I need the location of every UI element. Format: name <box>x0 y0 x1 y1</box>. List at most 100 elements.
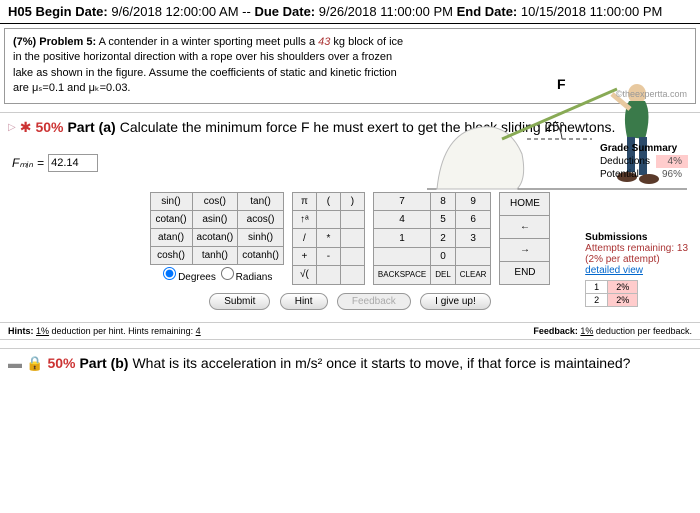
feedback-button[interactable]: Feedback <box>337 293 411 310</box>
star-icon: ✱ <box>20 119 32 136</box>
answer-row: Fₘᵢₙ = <box>12 154 688 172</box>
calc-btn[interactable]: cotanh() <box>238 246 284 264</box>
calc-btn[interactable]: 1 <box>373 229 430 247</box>
giveup-button[interactable]: I give up! <box>420 293 491 310</box>
calc-btn[interactable]: π <box>292 192 316 210</box>
calc-btn[interactable] <box>340 247 364 265</box>
calc-btn[interactable]: acotan() <box>192 228 238 246</box>
problem-mass: 43 <box>318 36 330 48</box>
calc-btn[interactable]: ( <box>316 192 340 210</box>
calc-btn[interactable] <box>455 247 491 265</box>
potential-val: 96% <box>656 168 688 181</box>
calc-btn[interactable]: / <box>292 229 316 247</box>
copyright-text: ©theexpertta.com <box>616 89 687 99</box>
calc-btn[interactable]: tan() <box>238 192 284 210</box>
answer-input[interactable] <box>48 154 98 172</box>
calc-btn[interactable]: ) <box>340 192 364 210</box>
calc-btn[interactable]: sinh() <box>238 228 284 246</box>
calc-btn[interactable]: cosh() <box>150 246 192 264</box>
calc-btn[interactable]: * <box>316 229 340 247</box>
calc-btn[interactable]: tanh() <box>192 246 238 264</box>
calc-btn[interactable]: ↑ᵃ <box>292 210 316 228</box>
table-row: 22% <box>586 293 638 306</box>
per-attempt: (2% per attempt) <box>585 254 688 265</box>
force-label-svg: F <box>557 76 566 92</box>
calc-btn[interactable]: sin() <box>150 192 192 210</box>
submit-button[interactable]: Submit <box>209 293 270 310</box>
problem-text-1: A contender in a winter sporting meet pu… <box>99 36 319 48</box>
begin-label: Begin Date: <box>35 4 107 19</box>
hints-pct: 1% <box>36 326 49 336</box>
calc-btn[interactable]: acos() <box>238 210 284 228</box>
submissions-title: Submissions <box>585 232 688 243</box>
deductions-val: 4% <box>656 155 688 168</box>
calc-btn[interactable]: 2 <box>431 229 456 247</box>
due-label: Due Date: <box>254 4 315 19</box>
minus-icon[interactable]: ▬ <box>8 355 22 371</box>
grade-title: Grade Summary <box>594 142 688 155</box>
calc-btn[interactable] <box>316 210 340 228</box>
calc-btn[interactable]: cos() <box>192 192 238 210</box>
feedback-text: deduction per feedback. <box>596 326 692 336</box>
calc-btn[interactable] <box>340 210 364 228</box>
calc-btn[interactable] <box>316 266 340 284</box>
calc-btn[interactable]: asin() <box>192 210 238 228</box>
answer-var: Fₘᵢₙ <box>12 156 33 170</box>
calc-btn[interactable]: CLEAR <box>455 266 491 284</box>
detailed-view-link[interactable]: detailed view <box>585 265 688 276</box>
calc-btn[interactable]: √( <box>292 266 316 284</box>
degrees-radio[interactable] <box>163 267 176 280</box>
function-pad: sin()cos()tan() cotan()asin()acos() atan… <box>150 192 284 265</box>
calc-btn[interactable]: → <box>500 238 550 261</box>
calc-btn[interactable] <box>373 247 430 265</box>
part-b-pct: 50% <box>47 355 75 371</box>
hints-label: Hints: <box>8 326 34 336</box>
deductions-label: Deductions <box>594 155 656 168</box>
attempts-remaining: Attempts remaining: 13 <box>585 243 688 254</box>
part-b-header: ▬ 🔒 50% Part (b) What is its acceleratio… <box>0 348 700 378</box>
feedback-pct: 1% <box>580 326 593 336</box>
radians-radio[interactable] <box>221 267 234 280</box>
calc-btn[interactable]: 7 <box>373 192 430 210</box>
part-b-prompt: What is its acceleration in m/s² once it… <box>132 355 630 371</box>
end-date: 10/15/2018 11:00:00 PM <box>521 4 662 19</box>
calc-btn[interactable]: 6 <box>455 210 491 228</box>
calc-btn[interactable]: 5 <box>431 210 456 228</box>
calc-btn[interactable]: 3 <box>455 229 491 247</box>
table-row: 12% <box>586 280 638 293</box>
begin-date: 9/6/2018 12:00:00 AM <box>111 4 238 19</box>
calc-btn[interactable]: 8 <box>431 192 456 210</box>
calc-btn[interactable]: cotan() <box>150 210 192 228</box>
hints-count: 4 <box>196 326 201 336</box>
calc-btn[interactable]: 9 <box>455 192 491 210</box>
calc-btn[interactable]: HOME <box>500 192 550 215</box>
calc-btn[interactable]: BACKSPACE <box>373 266 430 284</box>
grade-summary: Grade Summary Deductions4% Potential96% <box>594 142 688 181</box>
calc-btn[interactable]: 4 <box>373 210 430 228</box>
hint-button[interactable]: Hint <box>280 293 328 310</box>
problem-weight: (7%) <box>13 36 36 48</box>
part-a-label: Part (a) <box>67 119 115 135</box>
calc-btn[interactable]: 0 <box>431 247 456 265</box>
control-pad: HOME ← → END <box>499 192 550 285</box>
part-b-label: Part (b) <box>79 355 128 371</box>
problem-statement: (7%) Problem 5: A contender in a winter … <box>4 28 696 104</box>
assignment-header: H05 Begin Date: 9/6/2018 12:00:00 AM -- … <box>0 0 700 24</box>
calc-btn[interactable]: DEL <box>431 266 456 284</box>
lock-icon: 🔒 <box>26 355 43 372</box>
expand-icon[interactable]: ▷ <box>8 122 16 133</box>
problem-label: Problem 5: <box>39 36 96 48</box>
calc-btn[interactable]: atan() <box>150 228 192 246</box>
symbol-pad: π() ↑ᵃ /* +- √( <box>292 192 365 285</box>
calc-btn[interactable]: ← <box>500 215 550 238</box>
potential-label: Potential <box>594 168 656 181</box>
calc-btn[interactable]: END <box>500 261 550 284</box>
hints-footer: Hints: 1% deduction per hint. Hints rema… <box>0 322 700 340</box>
calc-btn[interactable]: + <box>292 247 316 265</box>
angle-mode: Degrees Radians <box>150 265 284 285</box>
calc-btn[interactable] <box>340 266 364 284</box>
calc-btn[interactable]: - <box>316 247 340 265</box>
number-pad: 789 456 123 0 BACKSPACEDELCLEAR <box>373 192 492 285</box>
submission-history: 12% 22% <box>585 280 638 307</box>
calc-btn[interactable] <box>340 229 364 247</box>
